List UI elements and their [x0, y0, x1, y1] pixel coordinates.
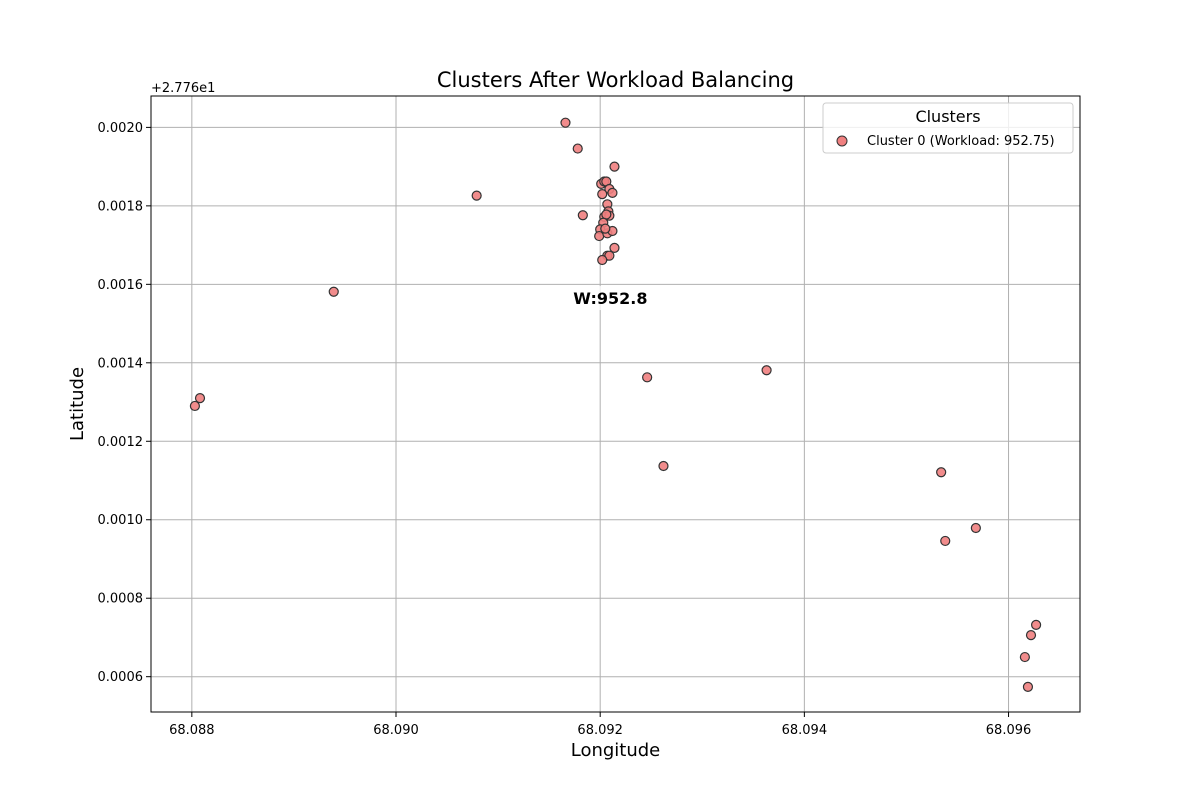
data-point — [597, 188, 608, 200]
legend-marker — [836, 135, 848, 147]
y-tick-label: 0.0014 — [98, 356, 144, 371]
legend: Clusters Cluster 0 (Workload: 952.75) — [822, 102, 1074, 154]
data-point — [970, 522, 981, 534]
data-point — [597, 254, 608, 266]
x-tick-label: 68.094 — [782, 723, 828, 738]
y-tick-label: 0.0016 — [98, 278, 144, 293]
data-point — [189, 400, 200, 412]
data-point — [1019, 651, 1030, 663]
x-tick-label: 68.092 — [577, 723, 623, 738]
x-axis-label: Longitude — [571, 740, 661, 761]
workload-annotation-bg — [567, 286, 654, 311]
y-tick-label: 0.0006 — [98, 670, 144, 685]
y-tick-label: 0.0010 — [98, 513, 144, 528]
data-point — [609, 242, 620, 253]
data-point — [609, 161, 620, 172]
data-point — [577, 210, 588, 221]
y-tick-label: 0.0020 — [98, 121, 144, 136]
y-axis-label: Latitude — [67, 367, 88, 441]
legend-box — [822, 102, 1074, 154]
annotations: W:952.8 — [567, 286, 654, 311]
plot-frame — [150, 95, 1081, 713]
data-point — [642, 372, 653, 383]
axis-ticks: 68.088 68.090 68.092 68.094 68.096 0.0006 0.00… — [98, 121, 1032, 738]
data-points — [189, 117, 1042, 692]
x-tick-label: 68.090 — [373, 723, 419, 738]
y-tick-label: 0.0012 — [98, 435, 144, 450]
workload-annotation: W:952.8 — [567, 286, 654, 311]
data-point — [940, 535, 951, 547]
data-point — [761, 365, 772, 376]
data-point — [194, 393, 206, 404]
data-point — [607, 187, 618, 199]
legend-entry-label: Cluster 0 (Workload: 952.75) — [867, 134, 1055, 149]
x-tick-label: 68.088 — [169, 723, 215, 738]
data-point — [328, 286, 339, 297]
y-tick-label: 0.0008 — [98, 592, 144, 607]
data-point — [1022, 681, 1034, 692]
legend-title: Clusters — [915, 107, 980, 126]
y-tick-label: 0.0018 — [98, 199, 144, 214]
data-point — [471, 190, 482, 201]
grid — [151, 96, 1080, 712]
workload-annotation-text: W:952.8 — [573, 289, 647, 308]
data-point — [600, 223, 611, 234]
data-point — [1025, 629, 1037, 641]
chart-title: Clusters After Workload Balancing — [437, 68, 794, 92]
y-offset-label: +2.776e1 — [151, 81, 215, 96]
data-point — [560, 117, 571, 128]
data-point — [572, 143, 583, 154]
data-point — [658, 460, 669, 472]
x-tick-label: 68.096 — [986, 723, 1032, 738]
data-point — [936, 467, 947, 478]
data-point — [1031, 619, 1042, 630]
